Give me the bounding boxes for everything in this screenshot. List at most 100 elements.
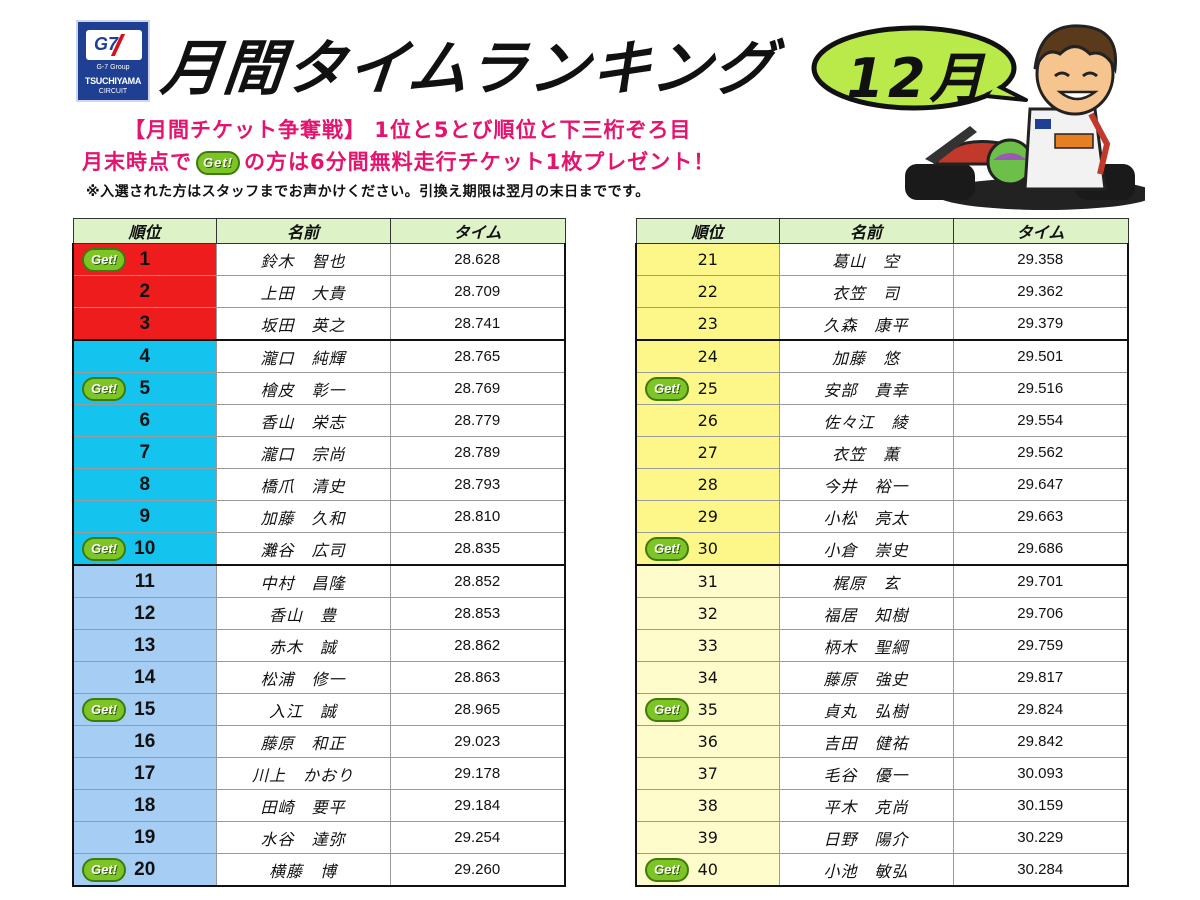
lap-time: 28.769: [390, 372, 566, 405]
rank-cell: Get! 25: [635, 372, 780, 405]
table-row: Get! 5 檜皮 彰一 28.769: [72, 372, 566, 405]
racer-name: 田崎 要平: [216, 789, 391, 822]
lap-time: 28.810: [390, 500, 566, 533]
lap-time: 29.706: [953, 597, 1129, 630]
rank-cell: Get! 15: [72, 693, 217, 726]
table-row: 11 中村 昌隆 28.852: [72, 565, 566, 598]
table-row: 39 日野 陽介 30.229: [635, 821, 1129, 854]
rank-cell: Get! 5: [72, 372, 217, 405]
lap-time: 28.628: [390, 243, 566, 276]
lap-time: 29.824: [953, 693, 1129, 726]
table-row: Get! 1 鈴木 智也 28.628: [72, 243, 566, 276]
campaign-note: ※入選された方はスタッフまでお声かけください。引換え期限は翌月の末日までです。: [86, 184, 650, 200]
lap-time: 29.759: [953, 629, 1129, 662]
table-row: 32 福居 知樹 29.706: [635, 597, 1129, 630]
rank-cell: 24: [635, 340, 780, 373]
get-badge-icon: Get!: [82, 248, 126, 272]
rank-number: 8: [139, 473, 151, 495]
rank-number: 29: [697, 507, 718, 526]
lap-time: 29.023: [390, 725, 566, 758]
lap-time: 28.835: [390, 532, 566, 566]
rank-number: 7: [139, 441, 151, 463]
racer-name: 川上 かおり: [216, 757, 391, 790]
lap-time: 29.647: [953, 468, 1129, 501]
racer-name: 加藤 久和: [216, 500, 391, 533]
page-title: 月間タイムランキング: [157, 34, 780, 104]
racer-name: 横藤 博: [216, 853, 391, 887]
tsuchiyama-circuit-logo: G7 G-7 Group TSUCHIYAMA CIRCUIT: [76, 20, 150, 102]
rank-cell: 2: [72, 275, 217, 308]
rank-number: 12: [134, 602, 156, 624]
table-row: 29 小松 亮太 29.663: [635, 500, 1129, 533]
rank-cell: Get! 20: [72, 853, 217, 887]
header-name: 名前: [778, 218, 954, 244]
rank-number: 18: [134, 794, 156, 816]
lap-time: 28.853: [390, 597, 566, 630]
table-row: Get! 35 貞丸 弘樹 29.824: [635, 693, 1129, 726]
lap-time: 29.842: [953, 725, 1129, 758]
racer-name: 衣笠 薫: [779, 436, 954, 469]
rank-cell: 28: [635, 468, 780, 501]
table-row: 26 佐々江 綾 29.554: [635, 404, 1129, 437]
rank-number: 22: [697, 282, 718, 301]
table-row: 21 葛山 空 29.358: [635, 243, 1129, 276]
table-row: 12 香山 豊 28.853: [72, 597, 566, 630]
rank-cell: 39: [635, 821, 780, 854]
racer-name: 梶原 玄: [779, 565, 954, 598]
rank-cell: 36: [635, 725, 780, 758]
get-badge-icon: Get!: [196, 151, 240, 175]
lap-time: 29.178: [390, 757, 566, 790]
get-badge-icon: Get!: [82, 377, 126, 401]
header-time: タイム: [389, 218, 566, 244]
table-row: 2 上田 大貴 28.709: [72, 275, 566, 308]
rank-cell: 3: [72, 307, 217, 341]
table-row: 4 瀧口 純輝 28.765: [72, 340, 566, 373]
lap-time: 30.284: [953, 853, 1129, 887]
table-row: 6 香山 栄志 28.779: [72, 404, 566, 437]
rank-cell: Get! 30: [635, 532, 780, 566]
lap-time: 29.254: [390, 821, 566, 854]
racer-name: 久森 康平: [779, 307, 954, 341]
lap-time: 29.379: [953, 307, 1129, 341]
rank-number: 23: [697, 314, 718, 333]
racer-name: 松浦 修一: [216, 661, 391, 694]
racer-name: 香山 豊: [216, 597, 391, 630]
table-row: 19 水谷 達弥 29.254: [72, 821, 566, 854]
logo-circuit-text: CIRCUIT: [98, 88, 128, 95]
rank-cell: 19: [72, 821, 217, 854]
logo-name-text: TSUCHIYAMA: [84, 76, 142, 86]
rank-number: 1: [139, 248, 151, 270]
rank-number: 3: [139, 312, 151, 334]
rank-number: 32: [697, 604, 718, 623]
lap-time: 30.159: [953, 789, 1129, 822]
ranking-table-right: 順位 名前 タイム 21 葛山 空 29.358 22 衣笠 司 29.362 23 久森 康…: [635, 218, 1129, 887]
racer-name: 平木 克尚: [779, 789, 954, 822]
lap-time: 29.554: [953, 404, 1129, 437]
g7-mark-icon: G7: [86, 30, 142, 60]
racer-name: 上田 大貴: [216, 275, 391, 308]
get-badge-icon: Get!: [82, 698, 126, 722]
table-row: 9 加藤 久和 28.810: [72, 500, 566, 533]
rank-number: 28: [697, 475, 718, 494]
rank-number: 5: [139, 377, 151, 399]
table-row: 28 今井 裕一 29.647: [635, 468, 1129, 501]
rank-cell: 26: [635, 404, 780, 437]
rank-cell: 11: [72, 565, 217, 598]
lap-time: 28.709: [390, 275, 566, 308]
get-badge-icon: Get!: [82, 858, 126, 882]
rank-number: 26: [697, 411, 718, 430]
table-row: 34 藤原 強史 29.817: [635, 661, 1129, 694]
racer-name: 毛谷 優一: [779, 757, 954, 790]
table-row: Get! 30 小倉 崇史 29.686: [635, 532, 1129, 566]
lap-time: 28.863: [390, 661, 566, 694]
table-row: 33 柄木 聖綱 29.759: [635, 629, 1129, 662]
table-row: 17 川上 かおり 29.178: [72, 757, 566, 790]
table-row: Get! 20 横藤 博 29.260: [72, 853, 566, 887]
racer-name: 中村 昌隆: [216, 565, 391, 598]
table-row: 14 松浦 修一 28.863: [72, 661, 566, 694]
table-row: 38 平木 克尚 30.159: [635, 789, 1129, 822]
rank-cell: 14: [72, 661, 217, 694]
rank-number: 10: [134, 537, 156, 559]
rank-cell: 18: [72, 789, 217, 822]
lap-time: 28.741: [390, 307, 566, 341]
